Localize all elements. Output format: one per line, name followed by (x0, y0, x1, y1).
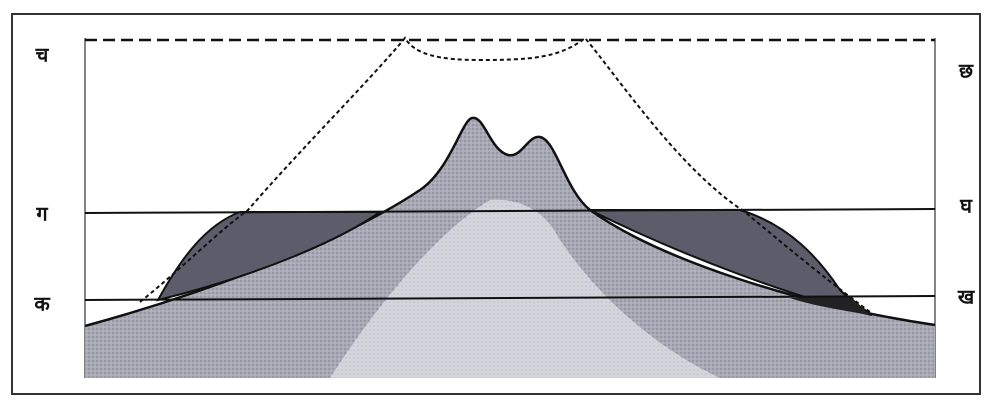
label: क (33, 292, 51, 316)
label: ग (35, 202, 48, 226)
diagram: च छ ग घ क ख (0, 0, 992, 403)
label: च (35, 43, 50, 67)
label: छ (958, 59, 974, 83)
label: ख (957, 285, 976, 309)
label: घ (959, 194, 973, 218)
